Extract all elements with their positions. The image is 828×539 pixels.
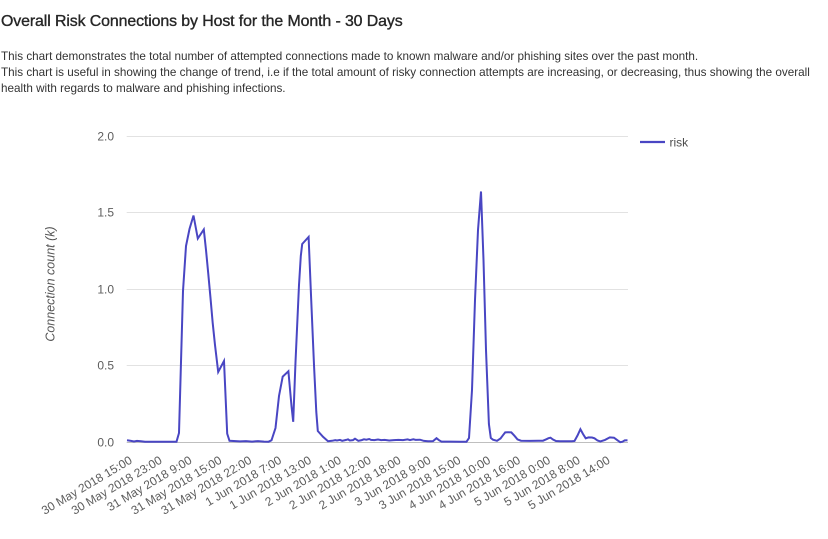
svg-text:1.0: 1.0 [97, 283, 114, 297]
svg-text:2.0: 2.0 [97, 130, 114, 144]
svg-text:0.5: 0.5 [97, 359, 114, 373]
svg-text:Connection count (k): Connection count (k) [44, 226, 58, 341]
svg-text:risk: risk [670, 136, 690, 150]
svg-text:1.5: 1.5 [97, 206, 114, 220]
svg-text:0.0: 0.0 [97, 436, 114, 450]
